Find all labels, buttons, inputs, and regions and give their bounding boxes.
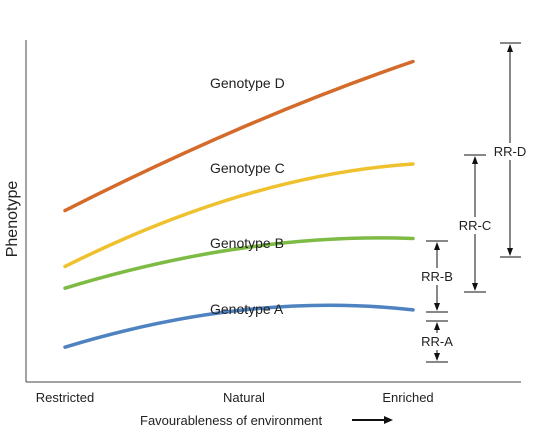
series-line-genotype-a <box>63 303 415 349</box>
x-axis-title: Favourableness of environment <box>140 413 322 428</box>
range-label-bg <box>455 217 495 234</box>
range-label-rr-a: RR-A <box>421 334 453 349</box>
series-label: Genotype B <box>210 235 284 251</box>
range-label-bg <box>490 143 530 160</box>
y-axis-title: Phenotype <box>4 180 21 258</box>
series-line-genotype-b <box>63 236 415 290</box>
x-tick-label: Natural <box>223 390 265 405</box>
range-label-rr-d: RR-D <box>494 144 527 159</box>
x-axis-arrowhead <box>384 416 393 424</box>
x-tick-label: Enriched <box>382 390 433 405</box>
series-line-genotype-d <box>63 59 415 213</box>
x-tick-label: Restricted <box>36 390 95 405</box>
series-label: Genotype A <box>210 301 284 317</box>
range-label-rr-b: RR-B <box>421 269 453 284</box>
series-label: Genotype D <box>210 75 285 91</box>
range-label-rr-c: RR-C <box>459 218 492 233</box>
series-label: Genotype C <box>210 160 285 176</box>
range-label-bg <box>418 268 456 285</box>
series-line-genotype-c <box>63 162 415 269</box>
range-label-bg <box>418 333 456 350</box>
